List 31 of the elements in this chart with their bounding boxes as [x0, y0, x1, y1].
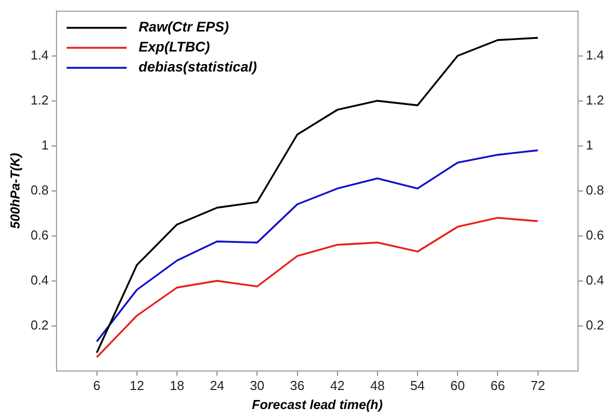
legend-label: Exp(LTBC)	[138, 38, 210, 55]
y-tick-label: 0.8	[30, 182, 49, 198]
legend-label: Raw(Ctr EPS)	[138, 18, 230, 35]
legend-label: debias(statistical)	[138, 58, 258, 75]
y-tick-label: 1.4	[30, 47, 49, 62]
y2-tick-label: 0.4	[586, 272, 604, 288]
x-axis-title: Forecast lead time(h)	[252, 396, 383, 412]
y2-tick-label: 1.2	[586, 92, 604, 108]
y-axis-title: 500hPa-T(K)	[7, 152, 22, 229]
x-tick-label: 72	[530, 378, 546, 394]
y2-tick-label: 0.8	[586, 182, 604, 198]
y2-tick-label: 0.2	[586, 317, 604, 332]
y2-tick-label: 1	[586, 137, 594, 152]
x-tick-label: 42	[330, 378, 345, 394]
x-tick-label: 12	[130, 378, 144, 394]
x-tick-label: 66	[490, 378, 505, 394]
x-tick-label: 24	[210, 378, 224, 394]
x-tick-label: 48	[370, 378, 385, 394]
y-tick-label: 0.4	[30, 272, 49, 288]
y-tick-label: 0.2	[30, 317, 49, 332]
x-tick-label: 54	[410, 378, 425, 394]
x-tick-label: 6	[93, 378, 100, 394]
x-tick-label: 30	[250, 378, 264, 394]
x-tick-label: 18	[170, 378, 184, 394]
y2-tick-label: 1.4	[586, 47, 604, 62]
y-tick-label: 1	[41, 137, 49, 152]
x-tick-label: 60	[450, 378, 465, 394]
y2-tick-label: 0.6	[586, 227, 604, 242]
y-tick-label: 1.2	[30, 92, 49, 108]
x-tick-label: 36	[290, 378, 304, 394]
y-tick-label: 0.6	[30, 227, 49, 242]
